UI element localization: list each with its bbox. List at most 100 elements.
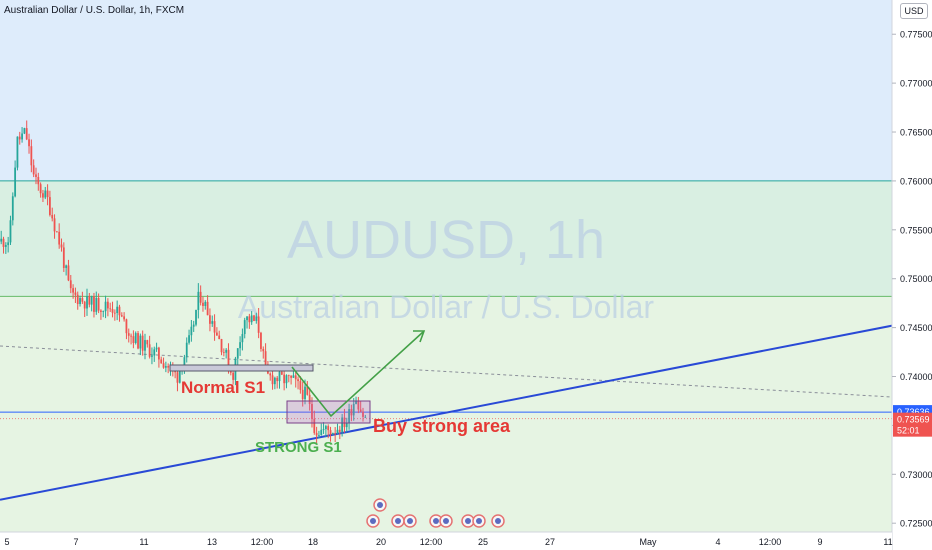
- candle-body: [153, 349, 156, 356]
- candle-body: [162, 363, 165, 368]
- candle-body: [285, 375, 288, 384]
- candle-body: [345, 422, 348, 428]
- candle-body: [118, 306, 121, 316]
- candle-body: [86, 296, 88, 309]
- candle-body: [188, 335, 190, 343]
- candle-body: [195, 309, 197, 325]
- candle-body: [127, 333, 130, 336]
- candle-body: [51, 214, 54, 219]
- candle-body: [32, 165, 35, 175]
- candle-body: [62, 247, 65, 268]
- candle-body: [292, 375, 295, 378]
- event-flag-dot: [395, 518, 401, 524]
- candle-body: [280, 371, 283, 375]
- event-flag-dot: [433, 518, 439, 524]
- normal-s1-label: Normal S1: [181, 378, 265, 397]
- candle-body: [204, 301, 207, 306]
- time-tick-label: 12:00: [251, 537, 274, 547]
- candle-body: [248, 316, 251, 323]
- candle-body: [343, 417, 346, 428]
- candle-body: [69, 280, 72, 289]
- time-tick-label: 25: [478, 537, 488, 547]
- event-flag-dot: [370, 518, 376, 524]
- candle-body: [250, 315, 253, 323]
- symbol-title: Australian Dollar / U.S. Dollar, 1h, FXC…: [4, 5, 185, 16]
- candle-body: [102, 311, 105, 312]
- candle-body: [146, 340, 149, 345]
- candle-body: [192, 324, 195, 327]
- price-tick-label: 0.74000: [900, 372, 932, 382]
- candle-body: [113, 312, 116, 314]
- candle-body: [220, 339, 223, 353]
- normal-s1-zone: [169, 364, 314, 372]
- candle-body: [297, 379, 299, 382]
- price-tick-label: 0.75000: [900, 274, 932, 284]
- candle-body: [255, 316, 258, 321]
- candle-body: [53, 218, 56, 232]
- candle-body: [141, 335, 144, 351]
- candles: [0, 120, 367, 444]
- candle-body: [227, 349, 230, 370]
- time-tick-label: 9: [817, 537, 822, 547]
- candle-body: [148, 344, 151, 357]
- event-flag-dot: [407, 518, 413, 524]
- event-flag-dot: [443, 518, 449, 524]
- candle-body: [215, 332, 218, 336]
- candle-body: [350, 409, 353, 416]
- candle-body: [139, 335, 142, 349]
- economic-events: [366, 498, 505, 528]
- candle-body: [185, 342, 188, 358]
- candle-body: [46, 190, 49, 198]
- candle-body: [331, 433, 334, 435]
- time-tick-label: May: [639, 537, 657, 547]
- time-tick-label: 12:00: [759, 537, 782, 547]
- time-tick-label: 18: [308, 537, 318, 547]
- candle-body: [308, 394, 311, 405]
- currency-selector[interactable]: USD: [900, 3, 928, 19]
- time-tick-label: 11: [883, 537, 892, 547]
- strong-s1-label: STRONG S1: [255, 439, 342, 456]
- candle-body: [352, 403, 355, 416]
- candle-body: [218, 335, 221, 340]
- candle-body: [79, 298, 81, 305]
- time-tick-label: 13: [207, 537, 217, 547]
- candle-body: [318, 435, 320, 436]
- candle-body: [199, 291, 202, 303]
- candle-body: [158, 347, 160, 360]
- price-tick-label: 0.77000: [900, 79, 932, 89]
- price-tick-label: 0.76000: [900, 176, 932, 186]
- candle-body: [271, 375, 274, 385]
- candle-body: [313, 418, 316, 433]
- candle-body: [334, 433, 337, 434]
- last-price-badge: [893, 412, 932, 437]
- price-axis-panel: [892, 0, 932, 550]
- candle-body: [83, 301, 86, 309]
- candle-body: [23, 128, 26, 134]
- candle-body: [202, 302, 204, 306]
- projection-arrowhead: [413, 330, 426, 343]
- candle-body: [11, 196, 14, 221]
- candle-body: [327, 426, 330, 431]
- candle-body: [348, 409, 350, 423]
- buy-area-label: Buy strong area: [373, 416, 511, 436]
- candle-body: [130, 335, 132, 337]
- time-tick-label: 5: [4, 537, 9, 547]
- zone-upper: [0, 0, 892, 181]
- watermark-ticker: AUDUSD, 1h: [287, 210, 605, 270]
- time-tick-label: 12:00: [420, 537, 443, 547]
- candle-body: [90, 296, 93, 305]
- candle-body: [100, 310, 102, 312]
- candle-body: [88, 296, 91, 305]
- candle-body: [324, 426, 327, 430]
- candle-body: [9, 220, 12, 243]
- candle-body: [35, 174, 37, 177]
- candle-body: [37, 176, 40, 185]
- time-tick-label: 11: [139, 537, 148, 547]
- candle-body: [28, 139, 30, 147]
- candle-body: [132, 336, 135, 343]
- candle-body: [18, 136, 21, 140]
- candle-body: [301, 389, 304, 400]
- event-flag-dot: [476, 518, 482, 524]
